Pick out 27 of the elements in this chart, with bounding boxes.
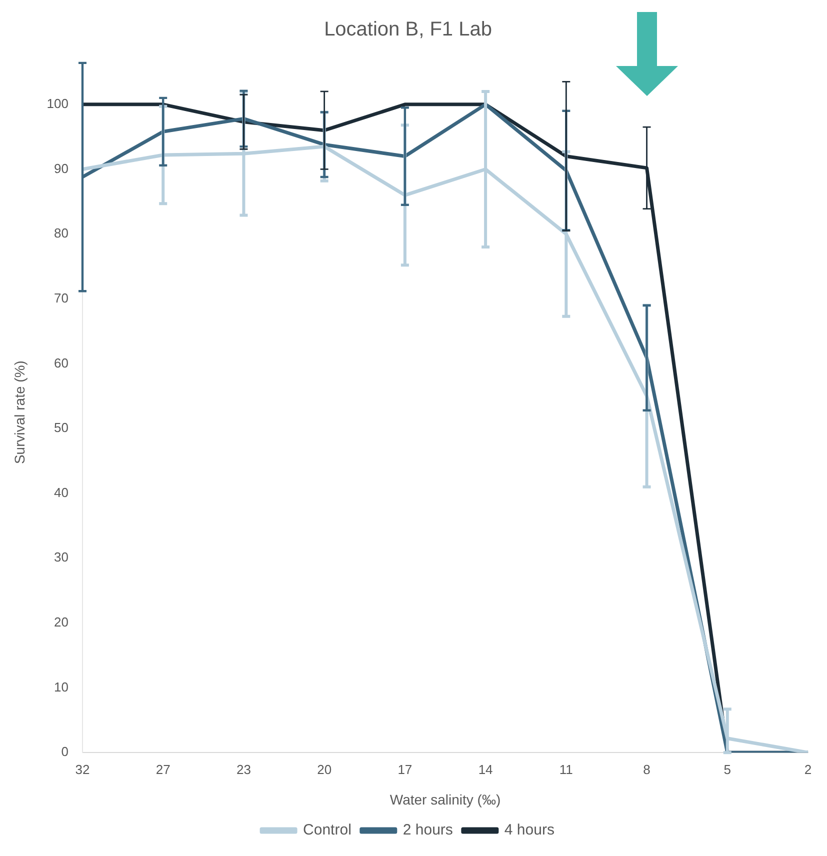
legend-label: 4 hours [504,822,554,839]
y-tick-label: 90 [54,160,68,176]
x-tick-label: 27 [156,762,170,777]
x-tick-label: 2 [804,762,812,777]
legend-label: 2 hours [402,822,453,839]
y-tick-label: 20 [54,614,68,630]
y-tick-label: 100 [46,96,68,111]
x-tick-label: 17 [398,762,412,777]
chart-title: Location B, F1 Lab [324,18,492,41]
x-tick-label: 11 [559,762,573,777]
y-tick-label: 80 [54,226,68,241]
y-tick-label: 60 [54,355,68,370]
x-axis-title: Water salinity (‰) [390,791,501,808]
y-tick-label: 50 [54,420,68,436]
y-axis-title: Survival rate (%) [11,360,28,464]
x-tick-label: 8 [643,762,650,777]
x-tick-label: 14 [478,762,493,777]
y-tick-label: 30 [54,550,68,565]
y-tick-label: 0 [61,744,68,760]
y-tick-label: 40 [54,484,68,500]
legend-label: Control [303,822,352,839]
x-tick-label: 20 [317,762,332,777]
y-tick-label: 70 [54,290,68,306]
x-tick-label: 32 [75,762,90,777]
x-tick-label: 23 [236,762,251,777]
y-tick-label: 10 [54,679,68,694]
x-tick-label: 5 [724,762,732,777]
